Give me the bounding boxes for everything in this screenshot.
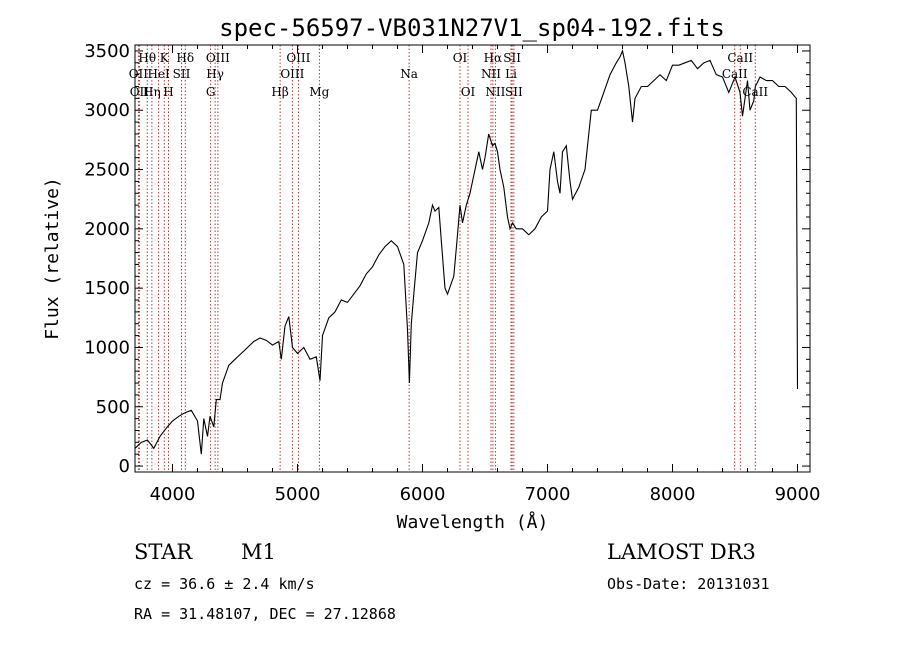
y-axis-label: Flux (relative) (42, 177, 63, 340)
survey-name: LAMOST DR3 (607, 540, 756, 564)
spectral-line-label: Na (400, 67, 418, 81)
x-tick-label: 5000 (275, 484, 321, 505)
spectral-line-label: HeI (147, 67, 170, 81)
y-tick-label: 1000 (84, 337, 130, 358)
object-class: STAR (134, 540, 193, 564)
spectral-line-label: OIII (206, 51, 230, 65)
y-tick-label: 3500 (84, 41, 130, 62)
object-subclass: M1 (241, 540, 276, 564)
spectral-line-label: OIII (280, 67, 304, 81)
observation-date: Obs-Date: 20131031 (607, 575, 770, 593)
y-tick-label: 500 (96, 397, 130, 418)
spectral-line-label: Mg (309, 85, 329, 99)
spectral-line-label: SII (503, 51, 521, 65)
spectral-line-label: CaII (727, 51, 753, 65)
spectral-line-label: OII (129, 67, 149, 81)
x-tick-label: 9000 (775, 484, 821, 505)
redshift-value: cz = 36.6 ± 2.4 km/s (134, 575, 315, 593)
spectral-line-label: Hα (484, 51, 503, 65)
spectral-line-label: G (206, 85, 216, 99)
spectral-line-label: K (160, 51, 170, 65)
spectral-line-label: CaII (722, 67, 748, 81)
x-tick-label: 8000 (650, 484, 696, 505)
y-tick-label: 3000 (84, 100, 130, 121)
spectrum-line (134, 49, 799, 455)
spectral-line-label: OIII (286, 51, 310, 65)
x-tick-label: 4000 (150, 484, 196, 505)
spectral-line-label: Li (505, 67, 517, 81)
chart-title: spec-56597-VB031N27V1_sp04-192.fits (219, 14, 725, 42)
coordinates: RA = 31.48107, DEC = 27.12868 (134, 605, 396, 623)
spectral-line-label: NII (481, 67, 501, 81)
spectral-line-label: Hη (143, 85, 161, 99)
y-tick-label: 1500 (84, 278, 130, 299)
y-tick-label: 2500 (84, 160, 130, 181)
spectral-line-label: SII (173, 67, 191, 81)
y-tick-label: 0 (119, 456, 130, 477)
spectral-line-label: Hδ (176, 51, 194, 65)
spectral-line-label: OI (453, 51, 468, 65)
spectral-line-label: NII (485, 85, 505, 99)
plot-frame (134, 44, 811, 473)
y-tick-label: 2000 (84, 219, 130, 240)
spectral-line-markers (137, 45, 756, 472)
x-axis-label: Wavelength (Å) (397, 511, 549, 533)
x-tick-label: 7000 (525, 484, 571, 505)
spectral-line-label: H (163, 85, 173, 99)
spectral-line-label: Hθ (138, 51, 156, 65)
spectral-line-label: SII (505, 85, 523, 99)
axis-ticks: 4000 5000 6000 7000 8000 9000 0 500 1000 1500 2000… (84, 41, 820, 505)
x-tick-label: 6000 (400, 484, 446, 505)
spectral-line-label: Hβ (271, 85, 288, 99)
spectral-line-label: OI (461, 85, 476, 99)
spectral-line-label: Hγ (206, 67, 224, 81)
